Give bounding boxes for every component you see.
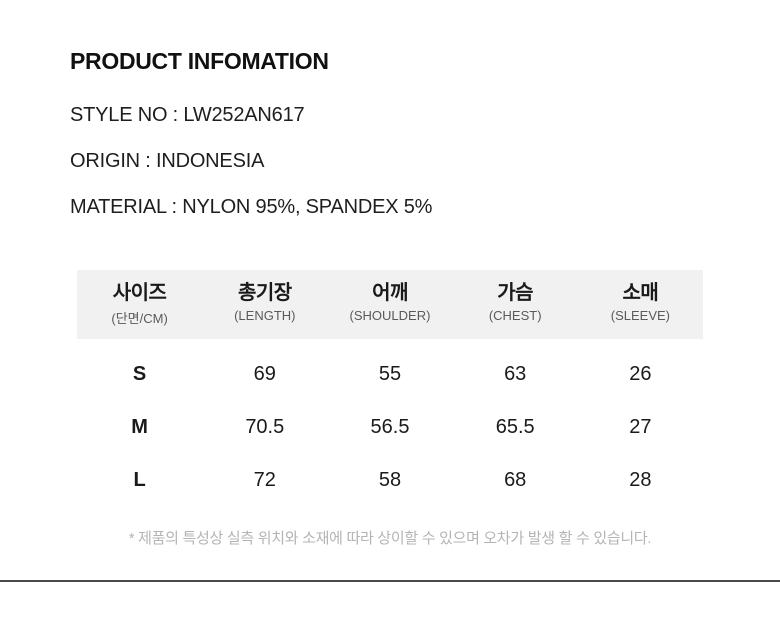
length-value: 70.5 — [245, 416, 285, 438]
length-value: 69 — [253, 363, 276, 385]
size-label: S — [132, 363, 147, 385]
column-header-size-ko: 사이즈 — [112, 282, 167, 304]
table-row-l: L 72 58 68 28 — [77, 454, 703, 507]
column-header-chest: 가슴 (CHEST) — [453, 281, 578, 327]
chest-value: 68 — [504, 469, 527, 491]
column-header-size: 사이즈 (단면/CM) — [77, 281, 202, 327]
material-line: MATERIAL : NYLON 95%, SPANDEX 5% — [70, 196, 433, 218]
sleeve-value: 28 — [629, 469, 652, 491]
origin-line: ORIGIN : INDONESIA — [70, 150, 265, 172]
table-row-s: S 69 55 63 26 — [77, 348, 703, 401]
chest-value: 65.5 — [495, 416, 535, 438]
column-header-size-sub: (단면/CM) — [111, 311, 168, 326]
column-header-chest-sub: (CHEST) — [488, 308, 542, 323]
column-header-shoulder-ko: 어깨 — [372, 282, 408, 304]
shoulder-value: 58 — [378, 469, 402, 491]
page-title: PRODUCT INFOMATION — [70, 48, 329, 74]
style-no-line: STYLE NO : LW252AN617 — [70, 104, 305, 126]
size-label: L — [133, 469, 146, 491]
shoulder-value: 55 — [378, 363, 402, 385]
column-header-length: 총기장 (LENGTH) — [202, 281, 327, 327]
size-table-header: 사이즈 (단면/CM) 총기장 (LENGTH) 어깨 (SHOULDER) 가… — [77, 270, 703, 339]
column-header-chest-ko: 가슴 — [497, 282, 534, 304]
content-area: PRODUCT INFOMATION STYLE NO : LW252AN617… — [70, 48, 703, 548]
table-row-m: M 70.5 56.5 65.5 27 — [77, 401, 703, 454]
sleeve-value: 27 — [629, 416, 652, 438]
column-header-sleeve-sub: (SLEEVE) — [610, 308, 671, 323]
length-value: 72 — [253, 469, 276, 491]
size-table: 사이즈 (단면/CM) 총기장 (LENGTH) 어깨 (SHOULDER) 가… — [77, 270, 703, 548]
size-label: M — [131, 416, 148, 438]
chest-value: 63 — [504, 363, 527, 385]
sleeve-value: 26 — [629, 363, 652, 385]
column-header-shoulder-sub: (SHOULDER) — [349, 308, 431, 323]
bottom-divider — [0, 580, 780, 582]
column-header-shoulder: 어깨 (SHOULDER) — [327, 281, 452, 327]
size-table-body: S 69 55 63 26 M 70.5 56.5 65.5 27 L 72 5… — [77, 339, 703, 507]
measurement-disclaimer: * 제품의 특성상 실측 위치와 소재에 따라 상이할 수 있으며 오차가 발생… — [128, 530, 652, 547]
column-header-sleeve: 소매 (SLEEVE) — [578, 281, 703, 327]
shoulder-value: 56.5 — [370, 416, 410, 438]
column-header-sleeve-ko: 소매 — [622, 282, 659, 304]
column-header-length-ko: 총기장 — [237, 282, 292, 304]
column-header-length-sub: (LENGTH) — [234, 308, 296, 323]
